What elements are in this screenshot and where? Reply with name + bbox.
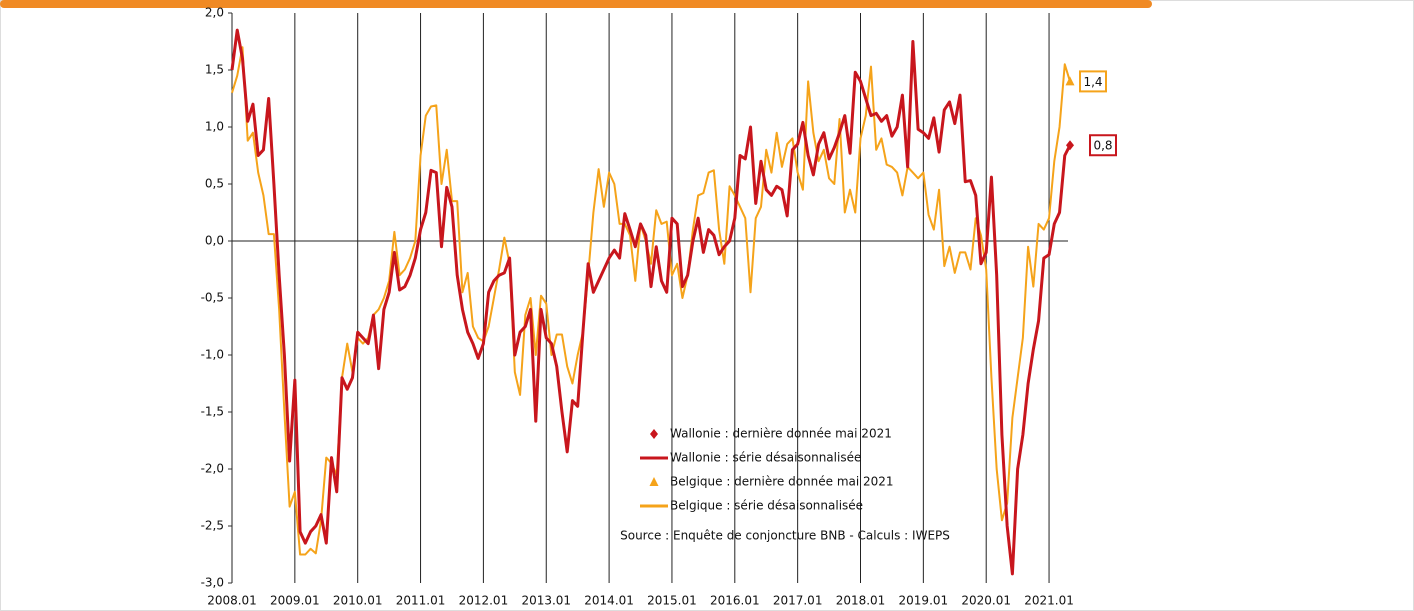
y-tick-label: -1,0 <box>201 348 224 362</box>
x-tick-label: 2017.01 <box>773 594 823 608</box>
marker <box>1065 76 1075 86</box>
y-tick-label: -2,5 <box>201 519 224 533</box>
x-tick-label: 2019.01 <box>899 594 949 608</box>
x-tick-label: 2014.01 <box>584 594 634 608</box>
y-tick-label: -0,5 <box>201 291 224 305</box>
y-tick-label: -1,5 <box>201 405 224 419</box>
value-label: 0,8 <box>1093 139 1112 153</box>
y-tick-label: 1,5 <box>205 63 224 77</box>
x-tick-label: 2020.01 <box>961 594 1011 608</box>
legend-label: Belgique : série désaisonnalisée <box>670 499 863 513</box>
legend-label: Wallonie : dernière donnée mai 2021 <box>670 427 892 441</box>
y-tick-label: 0,0 <box>205 234 224 248</box>
legend-marker <box>650 429 658 439</box>
x-tick-label: 2010.01 <box>333 594 383 608</box>
x-tick-label: 2013.01 <box>521 594 571 608</box>
source: Source : Enquête de conjoncture BNB - Ca… <box>620 529 950 543</box>
x-tick-label: 2008.01 <box>207 594 257 608</box>
x-tick-label: 2015.01 <box>647 594 697 608</box>
x-tick-label: 2018.01 <box>836 594 886 608</box>
y-tick-label: 1,0 <box>205 120 224 134</box>
value-label-box <box>1089 134 1117 157</box>
legend-label: Belgique : dernière donnée mai 2021 <box>670 475 894 489</box>
x-tick-label: 2012.01 <box>459 594 509 608</box>
legend-marker <box>649 477 659 486</box>
value-label-box <box>1079 70 1107 93</box>
y-tick-label: 2,0 <box>205 6 224 20</box>
x-tick-label: 2011.01 <box>396 594 446 608</box>
legend-label: Wallonie : série désaisonnalisée <box>670 451 861 465</box>
top-bar <box>0 0 1152 8</box>
value-label: 1,4 <box>1083 75 1102 89</box>
y-tick-label: 0,5 <box>205 177 224 191</box>
y-tick-label: -3,0 <box>201 576 224 590</box>
x-tick-label: 2021.01 <box>1024 594 1074 608</box>
x-tick-label: 2016.01 <box>710 594 760 608</box>
x-tick-label: 2009.01 <box>270 594 320 608</box>
marker <box>1066 140 1074 151</box>
series-line <box>230 28 1072 576</box>
y-tick-label: -2,0 <box>201 462 224 476</box>
